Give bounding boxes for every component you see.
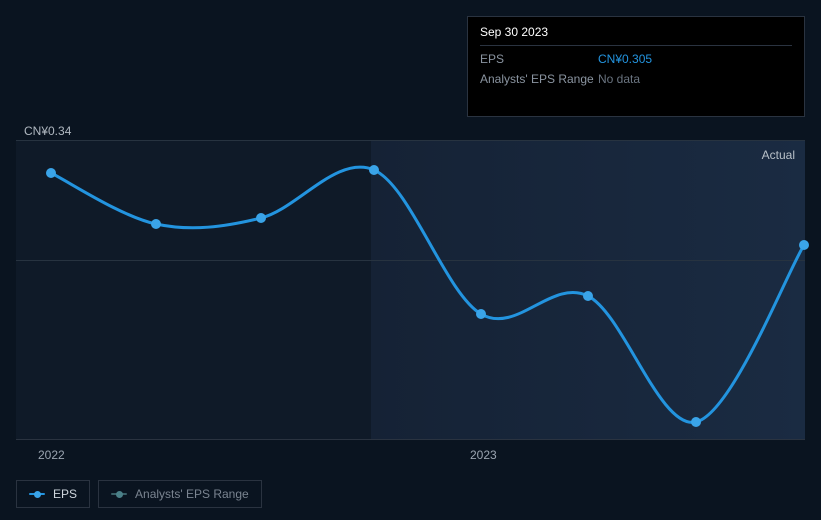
tooltip-card: Sep 30 2023 EPS CN¥0.305 Analysts' EPS R… [467, 16, 805, 117]
eps-line [51, 167, 804, 422]
data-point[interactable] [799, 240, 809, 250]
tooltip-label: EPS [480, 52, 598, 66]
legend-label: Analysts' EPS Range [135, 487, 249, 501]
legend-item-analyst[interactable]: Analysts' EPS Range [98, 480, 262, 508]
legend-swatch-icon [29, 493, 45, 495]
eps-markers [46, 165, 809, 427]
x-axis-label-2022: 2022 [38, 448, 65, 462]
tooltip-row-analyst: Analysts' EPS Range No data [480, 66, 792, 86]
tooltip-value: CN¥0.305 [598, 52, 652, 66]
tooltip-date: Sep 30 2023 [480, 25, 792, 46]
legend: EPS Analysts' EPS Range [16, 480, 262, 508]
data-point[interactable] [691, 417, 701, 427]
y-axis-label-top: CN¥0.34 [24, 124, 71, 138]
legend-item-eps[interactable]: EPS [16, 480, 90, 508]
legend-label: EPS [53, 487, 77, 501]
tooltip-row-eps: EPS CN¥0.305 [480, 46, 792, 66]
data-point[interactable] [369, 165, 379, 175]
line-chart-svg [16, 140, 805, 440]
data-point[interactable] [256, 213, 266, 223]
tooltip-label: Analysts' EPS Range [480, 72, 598, 86]
legend-swatch-icon [111, 493, 127, 495]
data-point[interactable] [583, 291, 593, 301]
data-point[interactable] [476, 309, 486, 319]
data-point[interactable] [46, 168, 56, 178]
chart-plot-area[interactable]: Actual [16, 140, 805, 440]
chart-container: Sep 30 2023 EPS CN¥0.305 Analysts' EPS R… [0, 0, 821, 520]
tooltip-value: No data [598, 72, 640, 86]
x-axis-label-2023: 2023 [470, 448, 497, 462]
data-point[interactable] [151, 219, 161, 229]
